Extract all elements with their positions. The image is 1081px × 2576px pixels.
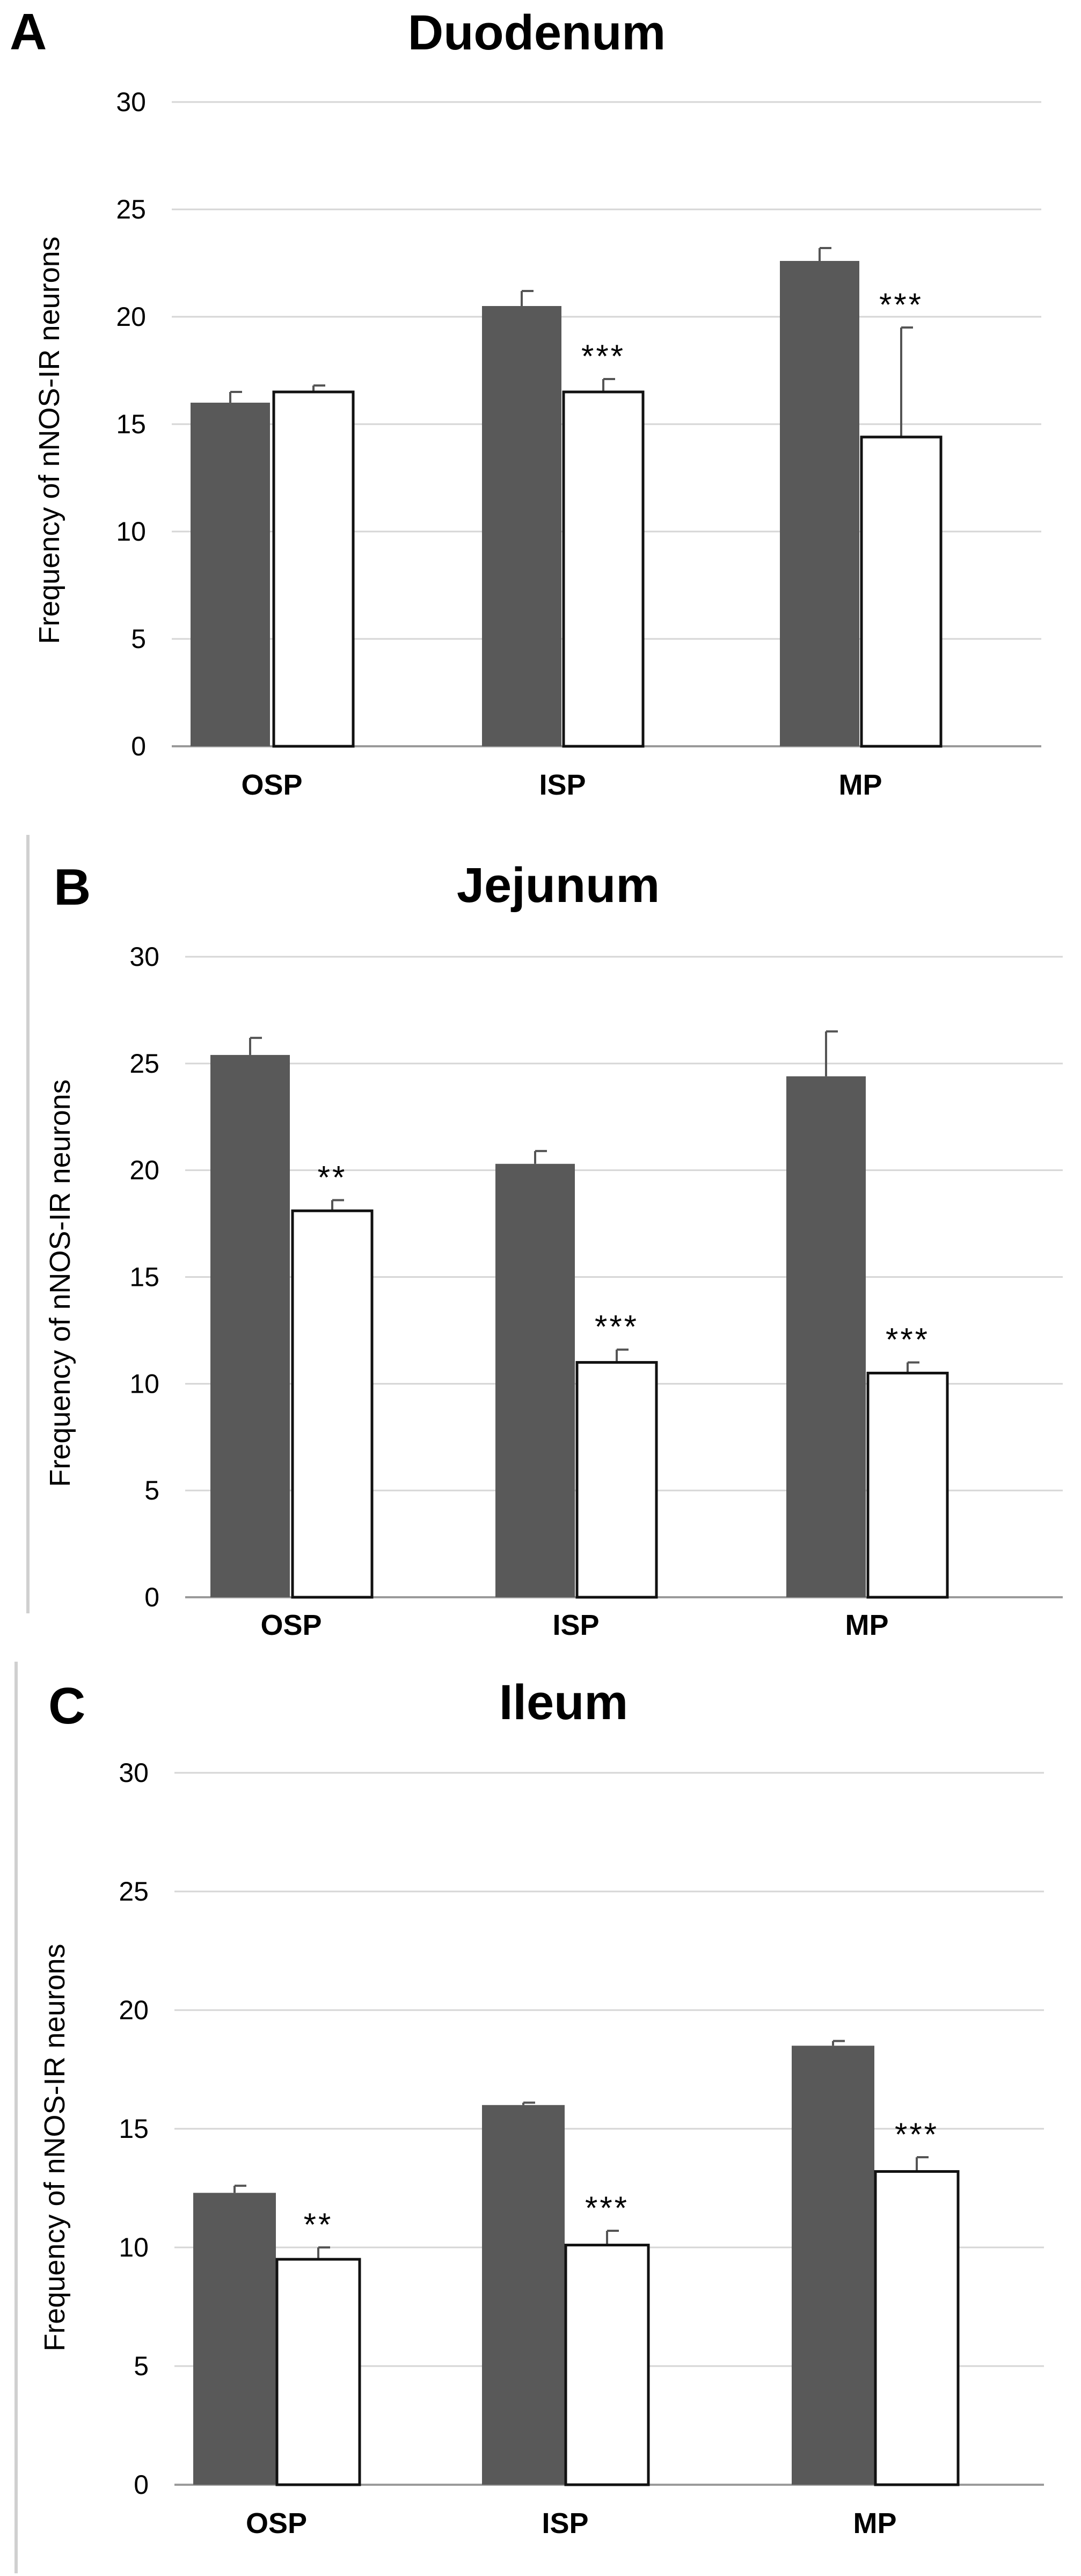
y-tick-label: 20 [116,302,146,332]
significance-marker: ** [304,2207,333,2243]
x-category-label: OSP [241,769,302,801]
y-tick-label: 25 [129,1049,159,1079]
panel-c: C Ileum Frequency of nNOS-IR neurons 0 5 1… [39,1675,1044,2539]
significance-marker: *** [585,2190,629,2226]
significance-marker: *** [595,1309,639,1345]
bar-control [780,261,859,746]
y-tick-label: 30 [119,1758,149,1788]
chart-title: Ileum [499,1675,628,1730]
significance-marker: *** [879,287,923,323]
y-tick-label: 25 [116,194,146,224]
y-tick-label: 0 [131,731,146,761]
y-tick-label: 30 [116,87,146,117]
panel-letter: C [48,1677,85,1735]
bar-control [191,403,270,746]
x-category-label: OSP [260,1609,322,1641]
panel-a: A Duodenum Frequency of nNOS-IR neurons … [10,3,1041,801]
y-tick-label: 0 [134,2470,149,2500]
panel-letter: B [54,858,91,916]
x-category-label: MP [853,2507,897,2539]
bar-control [482,306,561,746]
y-tick-label: 10 [129,1369,159,1399]
x-category-label: MP [845,1609,889,1641]
y-tick-label: 10 [119,2232,149,2262]
bar-treated [275,2258,361,2486]
chart-title: Duodenum [408,5,666,60]
y-tick-label: 5 [134,2351,149,2381]
x-category-label: MP [839,769,882,801]
y-tick-label: 25 [119,1876,149,1906]
y-tick-label: 30 [129,942,159,972]
bar-control [786,1076,866,1597]
y-tick-label: 15 [119,2114,149,2144]
bar-treated [291,1209,374,1599]
y-tick-label: 5 [144,1475,159,1505]
bar-treated [874,2170,960,2486]
bar-treated [575,1361,658,1599]
y-axis-label: Frequency of nNOS-IR neurons [44,1079,76,1487]
y-tick-label: 0 [144,1582,159,1612]
bar-control [792,2046,874,2485]
y-tick-label: 5 [131,624,146,654]
y-axis-label: Frequency of nNOS-IR neurons [39,1944,71,2351]
x-category-label: ISP [542,2507,588,2539]
chart-title: Jejunum [457,858,660,913]
significance-marker: *** [886,1322,930,1358]
x-category-label: OSP [246,2507,307,2539]
significance-marker: *** [581,338,625,374]
y-tick-label: 20 [119,1995,149,2025]
bar-control [193,2193,276,2485]
x-category-label: ISP [552,1609,599,1641]
panel-b: B Jejunum Frequency of nNOS-IR neurons 0… [44,858,1063,1641]
bar-treated [564,2244,650,2486]
y-tick-label: 15 [129,1262,159,1292]
bar-treated [562,390,645,748]
bar-treated [860,435,943,748]
bar-treated [272,390,355,748]
y-axis-label: Frequency of nNOS-IR neurons [33,236,65,644]
significance-marker: ** [318,1159,347,1195]
y-tick-label: 15 [116,409,146,439]
bar-control [495,1163,575,1597]
bar-treated [866,1371,949,1599]
y-tick-label: 10 [116,516,146,547]
x-category-label: ISP [539,769,586,801]
bar-control [482,2105,565,2485]
panel-letter: A [10,3,47,61]
bar-control [210,1054,290,1597]
y-tick-label: 20 [129,1155,159,1185]
significance-marker: *** [895,2116,939,2152]
